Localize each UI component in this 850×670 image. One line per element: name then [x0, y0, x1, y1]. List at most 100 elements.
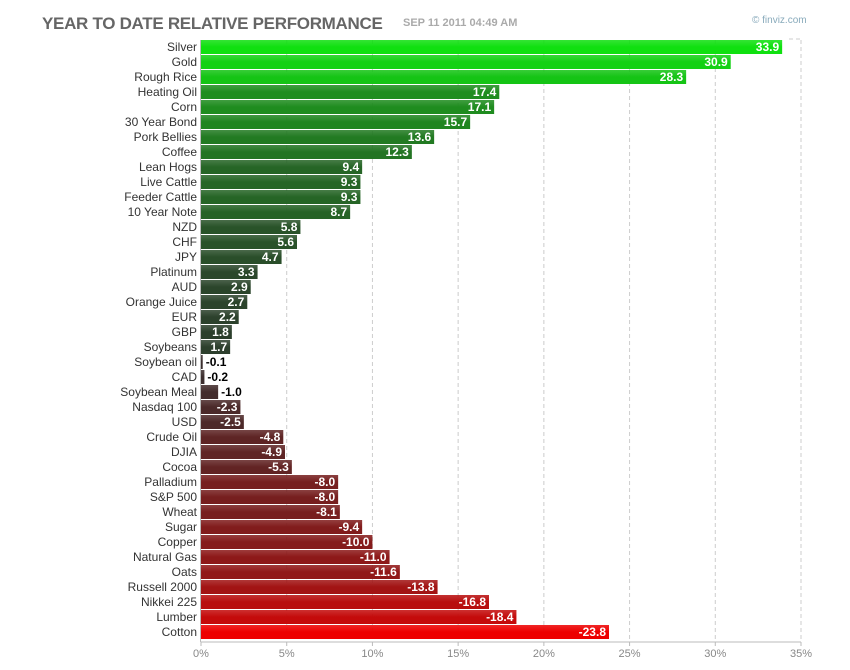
x-tick-label: 15%: [447, 648, 469, 660]
bar: [201, 430, 284, 444]
category-label: AUD: [172, 280, 198, 294]
data-label: -5.3: [268, 460, 289, 474]
category-label: Russell 2000: [128, 580, 198, 594]
x-tick-label: 20%: [533, 648, 555, 660]
data-label: 17.1: [468, 100, 492, 114]
category-label: Heating Oil: [138, 85, 197, 99]
data-label: -8.0: [314, 475, 335, 489]
data-label: 9.3: [341, 175, 358, 189]
bar: [201, 190, 361, 204]
data-label: -2.5: [220, 415, 241, 429]
bar: [201, 505, 340, 519]
data-label: 2.7: [228, 295, 245, 309]
category-label: Live Cattle: [140, 175, 197, 189]
bar: [201, 595, 489, 609]
category-label: NZD: [172, 220, 197, 234]
bar: [201, 145, 412, 159]
bar: [201, 370, 205, 384]
data-label: -11.0: [360, 550, 387, 564]
category-label: Oats: [172, 565, 197, 579]
category-label: Coffee: [162, 145, 197, 159]
data-label: 15.7: [444, 115, 468, 129]
x-tick-label: 30%: [704, 648, 726, 660]
bar: [201, 580, 438, 594]
data-label: -10.0: [342, 535, 370, 549]
bar: [201, 70, 687, 84]
data-label: 13.6: [408, 130, 432, 144]
category-label: 30 Year Bond: [125, 115, 197, 129]
bar: [201, 40, 783, 54]
bar: [201, 160, 363, 174]
category-label: Wheat: [162, 505, 197, 519]
bar: [201, 310, 239, 324]
x-tick-label: 25%: [619, 648, 641, 660]
bar: [201, 475, 339, 489]
bar: [201, 385, 219, 399]
x-tick-label: 0%: [193, 648, 209, 660]
data-label: 1.7: [210, 340, 227, 354]
category-label: Natural Gas: [133, 550, 197, 564]
data-label: -13.8: [407, 580, 435, 594]
bar: [201, 445, 285, 459]
category-label: Lumber: [156, 610, 197, 624]
bar: [201, 55, 731, 69]
brand-link[interactable]: © finviz.com: [752, 15, 807, 26]
data-label: 2.2: [219, 310, 236, 324]
category-label: Crude Oil: [146, 430, 197, 444]
category-label: GBP: [172, 325, 197, 339]
data-label: 33.9: [756, 40, 780, 54]
bar: [201, 550, 390, 564]
category-label: Palladium: [144, 475, 197, 489]
x-tick-label: 10%: [361, 648, 383, 660]
bar: [201, 460, 292, 474]
category-label: Soybeans: [144, 340, 197, 354]
category-label: Copper: [158, 535, 197, 549]
category-label: Lean Hogs: [139, 160, 197, 174]
bar: [201, 220, 301, 234]
category-label: Pork Bellies: [134, 130, 197, 144]
bar: [201, 535, 373, 549]
data-label: 3.3: [238, 265, 255, 279]
bar: [201, 265, 258, 279]
timestamp: SEP 11 2011 04:49 AM: [403, 17, 518, 29]
data-label: 1.8: [212, 325, 229, 339]
data-label: -23.8: [579, 625, 607, 639]
bar: [201, 490, 339, 504]
bar: [201, 325, 232, 339]
category-label: Rough Rice: [134, 70, 197, 84]
category-label: Nikkei 225: [141, 595, 197, 609]
bar: [201, 610, 517, 624]
data-label: -8.1: [316, 505, 337, 519]
category-label: EUR: [172, 310, 198, 324]
category-label: Corn: [171, 100, 197, 114]
data-label: 4.7: [262, 250, 279, 264]
data-label: -8.0: [314, 490, 335, 504]
bar: [201, 355, 203, 369]
bar: [201, 250, 282, 264]
data-label: -0.2: [207, 370, 228, 384]
data-label: 9.3: [341, 190, 358, 204]
data-label: -16.8: [459, 595, 487, 609]
data-label: -11.6: [370, 565, 397, 579]
data-label: -18.4: [486, 610, 514, 624]
bar: [201, 280, 251, 294]
data-label: -1.0: [221, 385, 242, 399]
category-label: S&P 500: [150, 490, 197, 504]
category-label: Soybean oil: [134, 355, 197, 369]
bar: [201, 625, 609, 639]
data-label: -4.9: [261, 445, 282, 459]
category-label: 10 Year Note: [128, 205, 198, 219]
data-label: 9.4: [342, 160, 359, 174]
category-label: JPY: [175, 250, 197, 264]
page-title: YEAR TO DATE RELATIVE PERFORMANCE: [42, 14, 383, 33]
bar: [201, 205, 351, 219]
x-tick-label: 5%: [279, 648, 295, 660]
category-label: Nasdaq 100: [132, 400, 197, 414]
category-label: CHF: [172, 235, 197, 249]
data-label: -0.1: [206, 355, 227, 369]
bar: [201, 295, 248, 309]
bar: [201, 400, 241, 414]
data-label: 17.4: [473, 85, 497, 99]
category-label: Soybean Meal: [120, 385, 197, 399]
data-label: 5.8: [281, 220, 298, 234]
